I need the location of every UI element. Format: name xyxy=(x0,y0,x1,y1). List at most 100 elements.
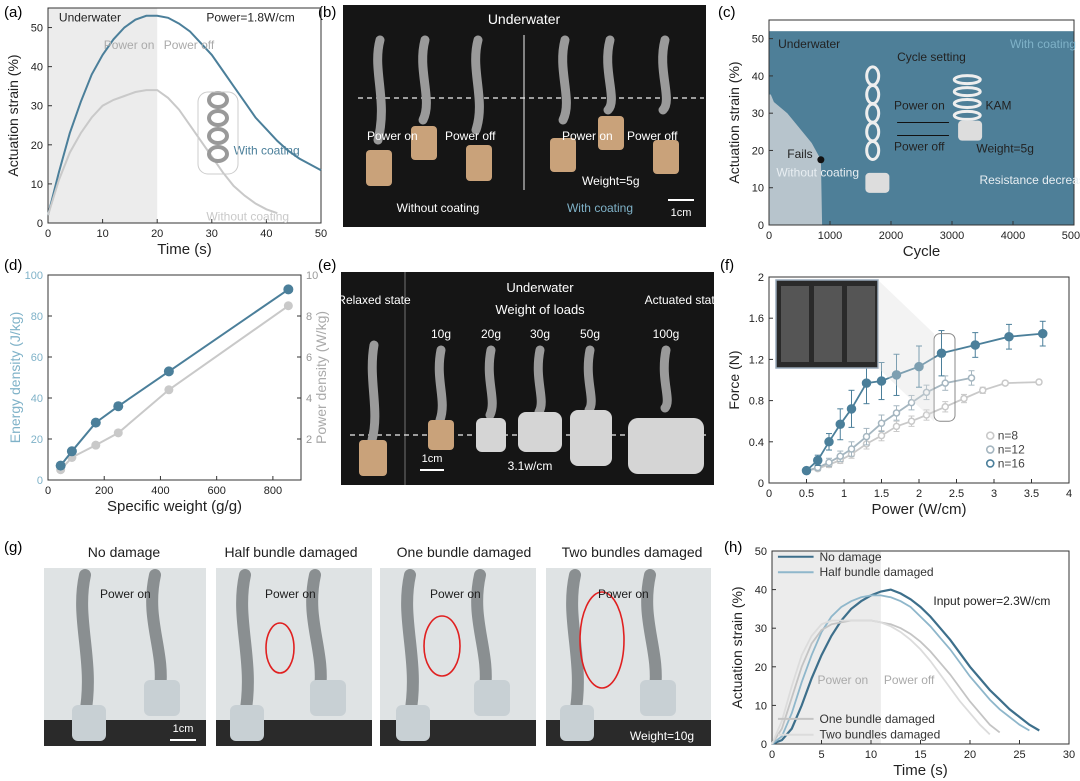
inset-callout xyxy=(878,280,934,422)
series-line-two-bundles-damaged xyxy=(771,619,991,745)
data-point-n-16 xyxy=(813,455,823,466)
y-tick-label: 1.2 xyxy=(749,354,764,366)
y-axis-label: Actuation strain (%) xyxy=(5,54,21,176)
y-tick-label: 40 xyxy=(31,393,43,405)
panel-label-b: (b) xyxy=(318,4,336,21)
y-tick-label: 50 xyxy=(31,23,43,35)
series-label-with-coating: With coating xyxy=(234,144,300,158)
x-tick-label: 2.5 xyxy=(949,488,964,500)
data-point-n-12 xyxy=(825,458,833,467)
x-tick-label: 10 xyxy=(865,749,877,761)
y-axis-label: Actuation strain (%) xyxy=(729,586,745,708)
data-point-n-8 xyxy=(1035,378,1043,386)
y-tick-label: 40 xyxy=(31,62,43,74)
actuator-link-icon xyxy=(207,145,229,163)
y-tick-label: 50 xyxy=(755,546,767,558)
x-tick-label: 30 xyxy=(1063,749,1075,761)
annotation-power-off: Power off xyxy=(894,139,945,153)
photo-e-title: Underwater xyxy=(506,280,574,295)
y-tick-label: 0 xyxy=(758,478,764,490)
data-point-power-density xyxy=(91,440,101,450)
photo-e-load-4: 100g xyxy=(653,327,680,341)
x-tick-label: 0 xyxy=(769,749,775,761)
actuator-link-icon xyxy=(207,109,229,127)
data-point-n-12 xyxy=(907,398,916,407)
x-tick-label: 0 xyxy=(766,488,772,500)
annotation-power-on: Power on xyxy=(894,98,945,112)
annotation-with-coating: With coating xyxy=(1010,37,1076,51)
data-point-n-12 xyxy=(892,409,901,417)
data-point-n-16 xyxy=(914,361,924,372)
data-point-n-16 xyxy=(801,465,812,476)
y-axis-label: Energy density (J/kg) xyxy=(7,312,23,444)
inset-photo-frame xyxy=(847,286,875,362)
photo-e-load-0: 10g xyxy=(431,327,451,341)
x-tick-label: 30 xyxy=(206,228,218,240)
data-point-n-8 xyxy=(941,403,949,411)
photo-g-label-3: Two bundles damaged xyxy=(562,544,703,560)
x-tick-label: 0 xyxy=(45,485,51,497)
data-point-power-density xyxy=(164,385,174,395)
photo-b-power-off-2: Power off xyxy=(627,129,678,143)
annotation-weight: Weight=5g xyxy=(976,141,1034,155)
data-point-n-12 xyxy=(922,388,931,397)
data-point-n-16 xyxy=(846,404,857,414)
x-tick-label: 1 xyxy=(841,488,847,500)
data-point-n-12 xyxy=(967,374,976,382)
series-line-no-damage xyxy=(771,588,1040,746)
panel-label-d: (d) xyxy=(4,257,22,274)
photo-b-title: Underwater xyxy=(488,11,561,27)
x-tick-label: 3 xyxy=(991,488,997,500)
power-on-shading xyxy=(48,8,158,223)
x-tick-label: 20 xyxy=(151,228,163,240)
legend-label-n-16: n=16 xyxy=(998,456,1025,470)
photo-b-right-caption: With coating xyxy=(567,201,633,215)
data-point-n-16 xyxy=(824,437,834,447)
x-tick-label: 200 xyxy=(95,485,113,497)
panel-label-f: (f) xyxy=(720,257,734,274)
data-point-n-16 xyxy=(891,370,902,380)
x-axis-label: Cycle xyxy=(903,243,941,260)
x-tick-label: 400 xyxy=(151,485,169,497)
photo-g-power-on-2: Power on xyxy=(430,587,481,601)
panel-label-a: (a) xyxy=(4,4,22,21)
x-tick-label: 15 xyxy=(914,749,926,761)
y2-axis-label: Power density (W/kg) xyxy=(313,311,329,444)
annotation-power-on: Power on xyxy=(818,673,869,687)
annotation-cycle-setting: Cycle setting xyxy=(897,50,966,64)
series-label-without-coating: Without coating xyxy=(206,210,289,224)
annotation-without-coating: Without coating xyxy=(776,166,859,180)
y-tick-label: 20 xyxy=(31,434,43,446)
x-tick-label: 2 xyxy=(916,488,922,500)
chart-h-strain-vs-time: 0 5 10 15 20 25 30 0 10 20 30 40 50 Time (s) Actuation… xyxy=(729,546,1075,779)
photo-b-power-on-2: Power on xyxy=(562,129,613,143)
photo-e-subtitle: Weight of loads xyxy=(495,302,585,317)
x-tick-label: 0 xyxy=(45,228,51,240)
y-tick-label: 20 xyxy=(755,662,767,674)
data-point-energy-density xyxy=(90,417,101,428)
legend-label-one-bundle-damaged: One bundle damaged xyxy=(820,712,935,726)
y-tick-label: 0.4 xyxy=(749,437,764,449)
y-tick-label: 40 xyxy=(755,585,767,597)
data-point-n-8 xyxy=(907,417,916,425)
series-line-without-coating xyxy=(47,89,278,216)
y-axis-label: Actuation strain (%) xyxy=(726,61,742,183)
y-tick-label: 10 xyxy=(752,183,764,195)
panel-label-e: (e) xyxy=(318,257,336,274)
weight-icon xyxy=(865,172,890,193)
annotation-input-power: Input power=2.3W/cm xyxy=(933,594,1050,608)
x-tick-label: 1.5 xyxy=(874,488,889,500)
legend-marker-n-8 xyxy=(985,431,995,440)
photo-g-scale: 1cm xyxy=(173,723,194,735)
without-coating-area xyxy=(769,94,823,225)
x-tick-label: 1000 xyxy=(818,230,842,242)
annotation-underwater: Underwater xyxy=(59,11,121,25)
inset-photo-frame xyxy=(814,286,842,362)
photo-panel-b: Underwater Power on Power off Power on P… xyxy=(343,5,706,227)
y-tick-label: 30 xyxy=(31,101,43,113)
x-tick-label: 25 xyxy=(1013,749,1025,761)
annotation-power-off: Power off xyxy=(884,673,935,687)
y2-tick-label: 10 xyxy=(306,270,318,282)
legend-label-n-8: n=8 xyxy=(998,429,1019,443)
